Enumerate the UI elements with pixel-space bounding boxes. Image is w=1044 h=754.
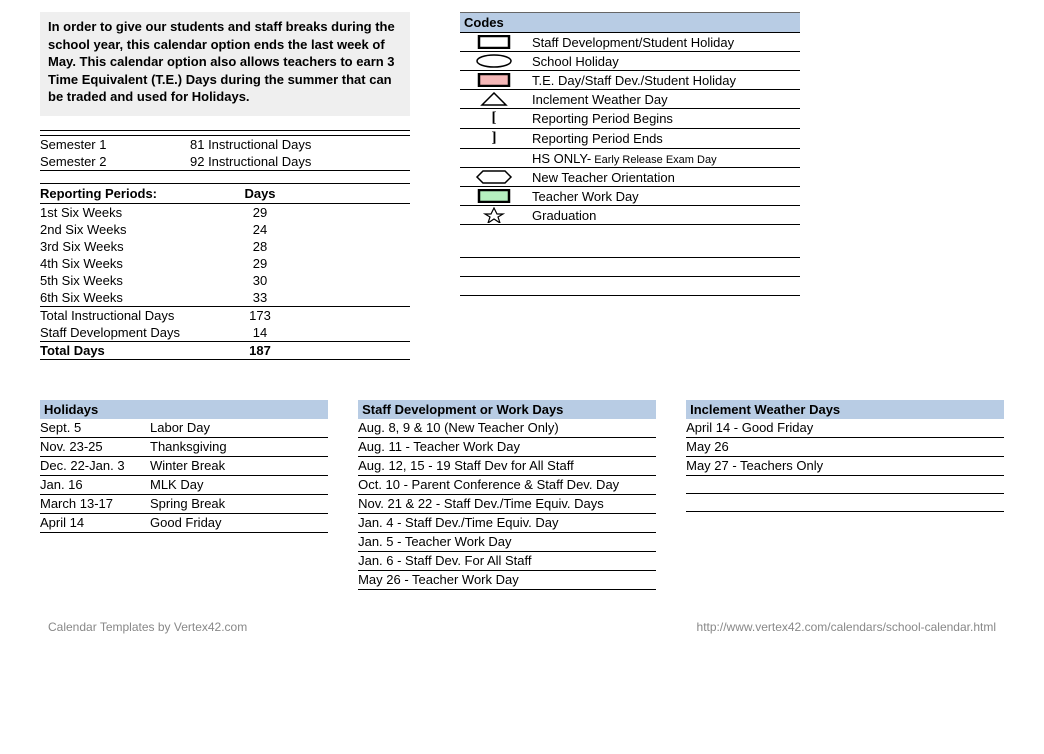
weather-day-row: May 26: [686, 438, 1004, 457]
semester-list: Semester 181 Instructional DaysSemester …: [40, 136, 410, 170]
holiday-row: Nov. 23-25Thanksgiving: [40, 438, 328, 457]
codes-blank-lines: [460, 239, 800, 296]
holidays-section: Holidays Sept. 5Labor DayNov. 23-25Thank…: [40, 400, 328, 590]
code-row: HS ONLY- Early Release Exam Day: [460, 149, 800, 168]
reporting-period-row: 5th Six Weeks30: [40, 272, 410, 289]
holiday-row: Dec. 22-Jan. 3Winter Break: [40, 457, 328, 476]
staff-day-row: Aug. 12, 15 - 19 Staff Dev for All Staff: [358, 457, 656, 476]
staff-day-row: Aug. 8, 9 & 10 (New Teacher Only): [358, 419, 656, 438]
code-icon: [460, 72, 528, 88]
weather-days-section: Inclement Weather Days April 14 - Good F…: [686, 400, 1004, 590]
staff-days-section: Staff Development or Work Days Aug. 8, 9…: [358, 400, 656, 590]
reporting-period-row: 2nd Six Weeks24: [40, 221, 410, 238]
code-icon: [460, 157, 528, 159]
reporting-periods-header: Reporting Periods: Days: [40, 184, 410, 203]
code-icon: [: [460, 109, 528, 128]
code-row: School Holiday: [460, 52, 800, 71]
staff-day-row: Jan. 6 - Staff Dev. For All Staff: [358, 552, 656, 571]
reporting-periods-list: 1st Six Weeks292nd Six Weeks243rd Six We…: [40, 204, 410, 306]
staff-day-row: May 26 - Teacher Work Day: [358, 571, 656, 590]
reporting-period-row: 1st Six Weeks29: [40, 204, 410, 221]
footer: Calendar Templates by Vertex42.com http:…: [40, 620, 1004, 634]
code-icon: [460, 91, 528, 107]
intro-text: In order to give our students and staff …: [40, 12, 410, 116]
code-icon: [460, 34, 528, 50]
staff-day-row: Oct. 10 - Parent Conference & Staff Dev.…: [358, 476, 656, 495]
code-row: Inclement Weather Day: [460, 90, 800, 109]
footer-left: Calendar Templates by Vertex42.com: [48, 620, 247, 634]
staff-day-row: Aug. 11 - Teacher Work Day: [358, 438, 656, 457]
reporting-period-row: 4th Six Weeks29: [40, 255, 410, 272]
weather-day-row: May 27 - Teachers Only: [686, 457, 1004, 476]
code-icon: [460, 53, 528, 69]
holiday-row: Jan. 16MLK Day: [40, 476, 328, 495]
staff-day-row: Jan. 4 - Staff Dev./Time Equiv. Day: [358, 514, 656, 533]
semester-row: Semester 292 Instructional Days: [40, 153, 410, 170]
code-row: Graduation: [460, 206, 800, 225]
weather-day-row: April 14 - Good Friday: [686, 419, 1004, 438]
code-row: [Reporting Period Begins: [460, 109, 800, 129]
staff-day-row: Nov. 21 & 22 - Staff Dev./Time Equiv. Da…: [358, 495, 656, 514]
total-instructional-row: Total Instructional Days 173: [40, 307, 410, 324]
semester-row: Semester 181 Instructional Days: [40, 136, 410, 153]
reporting-period-row: 3rd Six Weeks28: [40, 238, 410, 255]
footer-right: http://www.vertex42.com/calendars/school…: [697, 620, 996, 634]
reporting-period-row: 6th Six Weeks33: [40, 289, 410, 306]
code-icon: [460, 188, 528, 204]
code-icon: ]: [460, 129, 528, 148]
code-row: Staff Development/Student Holiday: [460, 32, 800, 52]
code-row: T.E. Day/Staff Dev./Student Holiday: [460, 71, 800, 90]
total-days-row: Total Days 187: [40, 342, 410, 359]
code-icon: [460, 169, 528, 185]
codes-title: Codes: [460, 12, 800, 32]
holiday-row: Sept. 5Labor Day: [40, 419, 328, 438]
code-row: Teacher Work Day: [460, 187, 800, 206]
holiday-row: April 14Good Friday: [40, 514, 328, 533]
code-icon: [460, 206, 528, 224]
holiday-row: March 13-17Spring Break: [40, 495, 328, 514]
code-row: New Teacher Orientation: [460, 168, 800, 187]
code-row: ]Reporting Period Ends: [460, 129, 800, 149]
codes-legend: Staff Development/Student HolidaySchool …: [460, 32, 800, 225]
staff-dev-days-row: Staff Development Days 14: [40, 324, 410, 341]
staff-day-row: Jan. 5 - Teacher Work Day: [358, 533, 656, 552]
